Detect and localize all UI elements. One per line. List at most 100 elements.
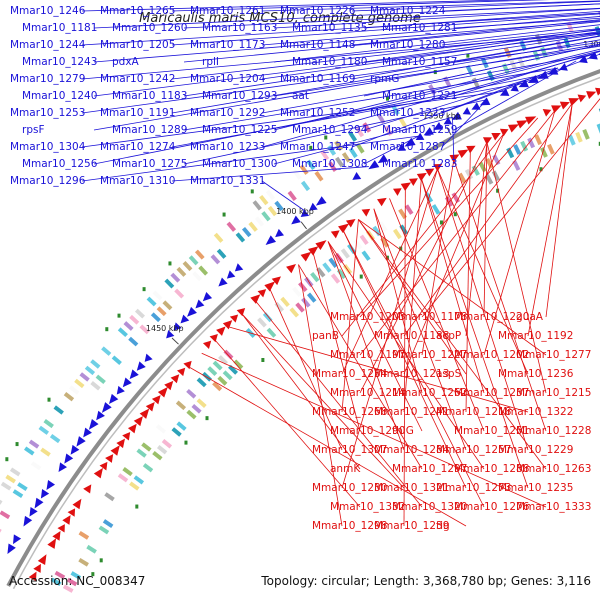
cog-block	[49, 433, 61, 444]
reverse-gene-arrow	[300, 251, 312, 262]
kbp-tick-label: 1350 kbp	[423, 111, 461, 120]
cog-block	[136, 448, 147, 458]
forward-gene-label-leader	[93, 20, 600, 63]
cog-block	[191, 404, 202, 414]
forward-gene-arrow	[58, 462, 67, 472]
cog-block	[17, 482, 28, 491]
cog-block	[492, 154, 501, 166]
cog-block	[289, 307, 300, 318]
reverse-gene-arrow	[416, 172, 427, 182]
rna-mark	[598, 141, 600, 146]
forward-gene-label: Mmar10_1233	[190, 141, 265, 153]
cog-block	[575, 131, 583, 143]
rna-mark	[222, 212, 226, 217]
forward-gene-label: rpmG	[370, 73, 399, 85]
reverse-gene-arrow	[400, 182, 412, 192]
rna-mark	[439, 220, 443, 225]
reverse-gene-label: Mmar10_1262	[392, 387, 467, 399]
reverse-gene-label: Mmar10_1213	[374, 368, 449, 380]
cog-block	[506, 147, 515, 159]
cog-block	[322, 262, 332, 273]
reverse-gene-label-leader	[465, 142, 488, 337]
forward-gene-label: Mmar10_1275	[112, 158, 187, 170]
reverse-gene-arrow	[52, 531, 61, 541]
forward-gene-label-leader	[93, 32, 600, 97]
forward-gene-arrow	[352, 172, 362, 180]
forward-gene-arrow	[291, 215, 301, 225]
forward-gene-label-leader	[261, 16, 600, 46]
cog-block	[192, 271, 202, 282]
forward-gene-arrow	[129, 369, 139, 380]
rna-mark	[135, 504, 139, 509]
reverse-gene-arrow	[229, 314, 239, 323]
reverse-gene-arrow	[408, 178, 418, 186]
cog-block	[267, 205, 278, 217]
gene-labels: Mmar10_1246 Mmar10_1265 Mmar10_1261 Mmar10_…	[10, 5, 591, 532]
forward-gene-arrow	[40, 488, 50, 499]
cog-block	[431, 204, 441, 215]
forward-gene-label: Mmar10_1261	[190, 5, 265, 17]
cog-block	[348, 131, 358, 142]
rna-mark	[453, 212, 457, 217]
reverse-gene-arrow	[177, 367, 186, 377]
forward-gene-label-leader	[351, 0, 600, 12]
accession-text: Accession: NC_008347	[9, 574, 146, 588]
forward-gene-label-leader	[81, 32, 600, 80]
reverse-gene-arrow	[62, 515, 71, 525]
forward-gene-label: Mmar10_1274	[100, 141, 176, 153]
reverse-gene-arrow	[449, 154, 460, 163]
reverse-gene-arrow	[457, 149, 469, 159]
cog-block	[391, 104, 400, 116]
forward-gene-label: Mmar10_1205	[100, 39, 175, 51]
cog-block	[43, 418, 54, 429]
reverse-gene-arrow	[37, 554, 47, 566]
cog-block	[310, 271, 320, 283]
reverse-gene-label: Mmar10_1197	[330, 349, 405, 361]
cog-block	[24, 446, 35, 456]
forward-gene-label: Mmar10_1292	[190, 107, 265, 119]
forward-gene-label: Mmar10_1260	[112, 22, 187, 34]
forward-gene-label: Mmar10_1157	[382, 56, 457, 68]
reverse-gene-label-leader	[465, 150, 471, 413]
cog-block	[287, 190, 297, 202]
forward-gene-arrow	[202, 292, 213, 302]
cog-block	[63, 392, 75, 402]
reverse-gene-arrow	[525, 116, 537, 125]
reverse-gene-arrow	[47, 538, 57, 549]
cog-block	[254, 216, 265, 227]
cog-block	[50, 577, 62, 586]
cog-block	[174, 288, 185, 299]
cog-block	[62, 584, 74, 593]
rna-mark	[205, 416, 209, 421]
forward-gene-label-leader	[273, 48, 600, 131]
reverse-gene-label-leader	[483, 142, 488, 318]
reverse-gene-arrow	[151, 395, 161, 405]
forward-gene-label-leader	[171, 39, 600, 114]
cog-block	[176, 421, 187, 431]
reverse-gene-label: Mmar10_1276	[454, 501, 530, 513]
reverse-gene-label: Mmar10_1288	[454, 463, 529, 475]
forward-gene-label: Mmar10_1223	[370, 107, 445, 119]
cog-block	[128, 336, 139, 347]
forward-gene-arrow	[144, 353, 153, 362]
rna-mark	[385, 96, 389, 101]
rna-mark	[261, 357, 265, 362]
forward-gene-arrow	[451, 111, 462, 120]
reverse-gene-label: Mmar10_1229	[498, 444, 573, 456]
reverse-gene-arrow	[216, 326, 226, 336]
cog-block	[40, 447, 51, 457]
forward-gene-label-leader	[351, 67, 559, 148]
reverse-gene-label: Mmar10_1284	[374, 444, 450, 456]
forward-gene-label: Mmar10_1148	[280, 39, 355, 51]
label-leader-lines	[81, 0, 600, 527]
cog-block	[248, 221, 258, 232]
forward-gene-label-leader	[273, 24, 600, 63]
reverse-gene-label: tig	[436, 520, 450, 532]
cog-block	[0, 524, 2, 534]
forward-gene-arrow	[88, 418, 99, 430]
cog-block	[513, 144, 522, 155]
forward-gene-arrow	[187, 306, 197, 317]
cog-block	[66, 577, 78, 587]
forward-gene-label-leader	[81, 12, 600, 46]
